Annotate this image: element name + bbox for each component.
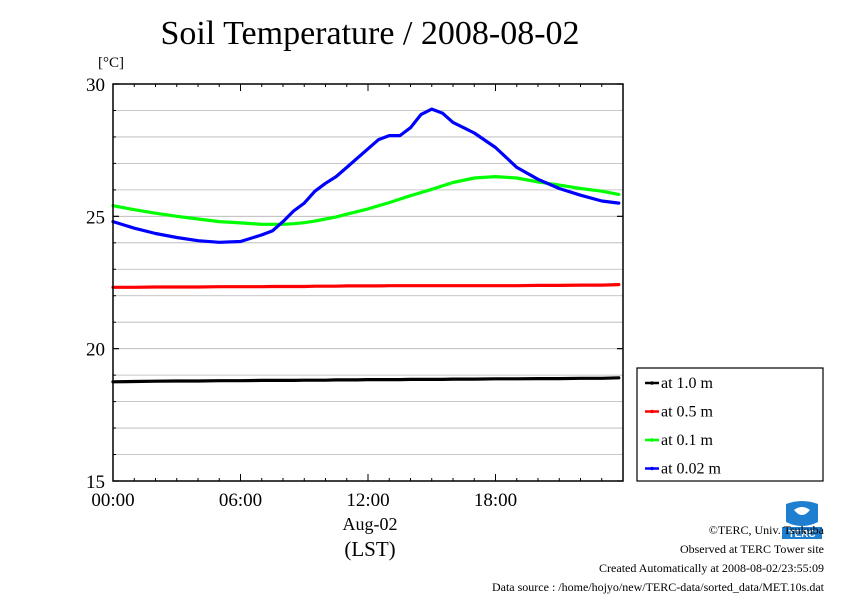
series-lines [111,107,621,384]
x-tick-label-12:00: 12:00 [346,490,389,511]
credits-block: ©TERC, Univ. Tsukuba Observed at TERC To… [492,521,824,597]
y-tick-label-20: 20 [86,340,105,361]
series-line-1 [111,283,621,289]
logo-text: TERC [788,529,815,540]
legend: at 1.0 m at 0.5 m at 0.1 m at 0.02 m [645,375,722,478]
axis-ticks: 15 20 25 30 00:00 06:00 12:00 18:00 [86,75,624,511]
y-axis-unit: [°C] [98,55,124,71]
legend-label-0: at 1.0 m [661,375,714,392]
legend-marker-0 [650,381,654,385]
credit-copyright: ©TERC, Univ. Tsukuba [708,523,824,537]
series-line-0 [111,376,621,384]
legend-marker-2 [650,438,654,442]
plot-frame [112,83,624,482]
legend-box [636,367,824,482]
x-axis-date-label: Aug-02 [342,514,398,534]
x-tick-label-18:00: 18:00 [474,490,517,511]
legend-label-2: at 0.1 m [661,432,714,449]
credit-created: Created Automatically at 2008-08-02/23:5… [599,561,824,575]
legend-marker-1 [650,409,654,414]
chart-title: Soil Temperature / 2008-08-02 [160,15,580,52]
credit-data-source: Data source : /home/hojyo/new/TERC-data/… [491,580,824,594]
y-tick-label-15: 15 [86,472,105,493]
terc-logo-icon: TERC [782,501,822,540]
x-tick-label-06:00: 06:00 [219,490,262,511]
legend-label-3: at 0.02 m [661,461,722,478]
series-line-2 [111,175,621,226]
y-tick-label-30: 30 [86,75,105,96]
credit-observed: Observed at TERC Tower site [679,542,824,556]
x-tick-label-00:00: 00:00 [91,490,134,511]
legend-label-1: at 0.5 m [661,404,714,421]
x-axis-timezone-label: (LST) [344,537,396,561]
grid-lines [113,110,623,455]
series-line-3 [111,107,621,244]
legend-marker-3 [650,466,654,471]
y-tick-label-25: 25 [86,207,105,228]
